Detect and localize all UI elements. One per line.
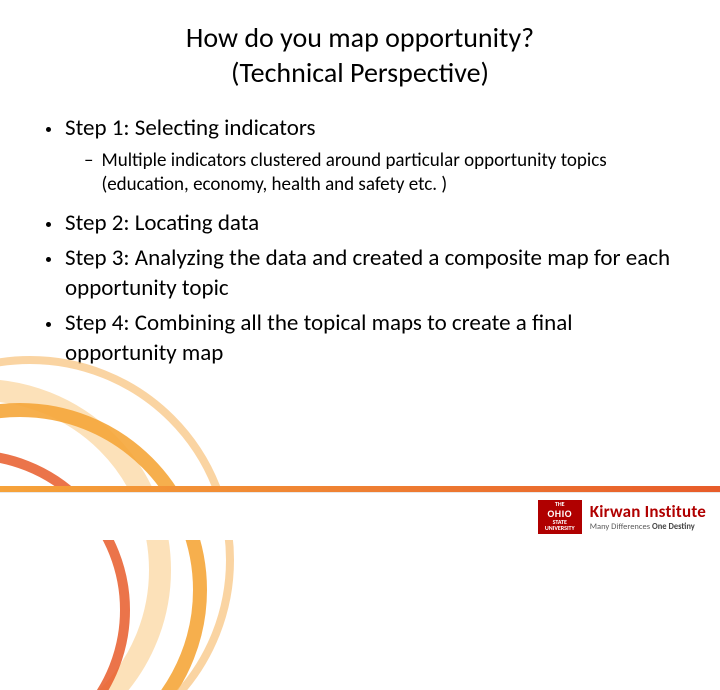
bullet-text: Step 3: Analyzing the data and created a… (65, 244, 680, 303)
bullet-dash-icon: – (84, 149, 93, 173)
title-line-1: How do you map opportunity? (186, 20, 534, 55)
bullet-text: Step 1: Selecting indicators (65, 114, 680, 143)
bullet-dot-icon (46, 322, 51, 327)
bullet-step-2: Step 2: Locating data (40, 209, 680, 238)
kirwan-name: Kirwan Institute (590, 501, 706, 522)
kirwan-tagline: Many Differences One Destiny (590, 522, 706, 532)
bullet-text: Step 2: Locating data (65, 209, 680, 238)
bullet-step-1: Step 1: Selecting indicators (40, 114, 680, 143)
bullet-step-3: Step 3: Analyzing the data and created a… (40, 244, 680, 303)
osu-logo: THE OHIO STATE UNIVERSITY (538, 500, 582, 534)
kirwan-tag-b: One Destiny (652, 522, 695, 532)
slide: How do you map opportunity? (Technical P… (0, 0, 720, 540)
bullet-step-4: Step 4: Combining all the topical maps t… (40, 309, 680, 368)
bullet-dot-icon (46, 222, 51, 227)
title-line-2: (Technical Perspective) (231, 55, 489, 90)
bullet-text: Step 4: Combining all the topical maps t… (65, 309, 680, 368)
kirwan-tag-a: Many Differences (590, 522, 652, 532)
bullet-step-1-sub: – Multiple indicators clustered around p… (84, 149, 680, 197)
bullet-dot-icon (46, 127, 51, 132)
bullet-dot-icon (46, 257, 51, 262)
footer: THE OHIO STATE UNIVERSITY Kirwan Institu… (0, 492, 720, 540)
kirwan-logo: Kirwan Institute Many Differences One De… (590, 501, 706, 532)
osu-logo-text: UNIVERSITY (545, 525, 575, 532)
slide-content: Step 1: Selecting indicators – Multiple … (40, 114, 680, 368)
slide-title: How do you map opportunity? (Technical P… (40, 20, 680, 90)
bullet-text: Multiple indicators clustered around par… (101, 149, 680, 197)
